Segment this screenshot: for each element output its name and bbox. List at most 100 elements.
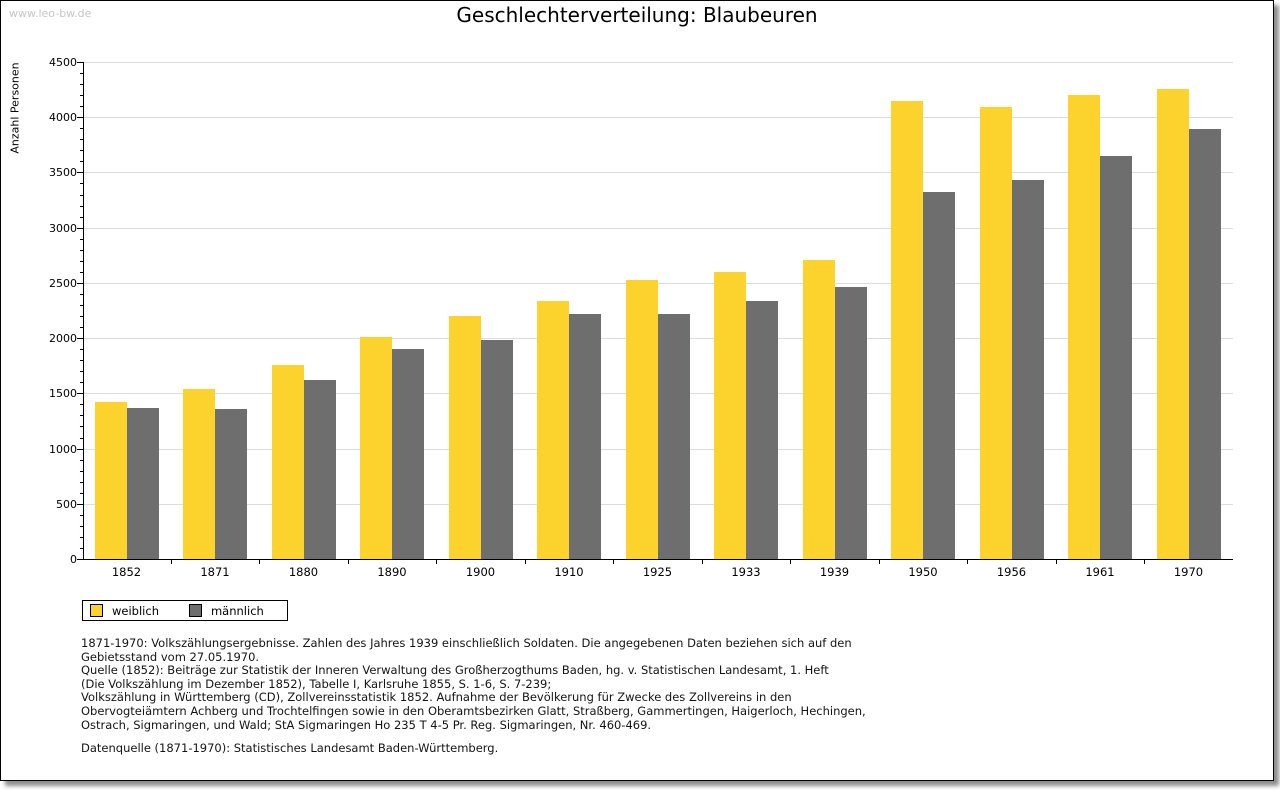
x-tick-label-1925: 1925 [642,565,673,579]
x-tick-label-1880: 1880 [288,565,319,579]
x-tick-label-1933: 1933 [731,565,761,579]
y-minor-tick-900 [80,460,83,461]
x-axis-line [82,559,1233,560]
y-minor-tick-2400 [80,294,83,295]
x-tick-label-1852: 1852 [111,565,142,579]
datasource-line: Datenquelle (1871-1970): Statistisches L… [81,741,499,755]
y-minor-tick-2700 [80,261,83,262]
bar-maennlich-1961 [1100,155,1132,559]
x-tick-1950 [879,559,880,564]
y-tick-label-0: 0 [70,553,77,566]
bar-weiblich-1970 [1156,89,1189,559]
y-minor-tick-2900 [80,239,83,240]
bar-maennlich-1890 [392,349,424,559]
y-tick-label-3000: 3000 [49,222,77,235]
x-tick-label-1950: 1950 [908,565,938,579]
bar-maennlich-1852 [126,408,159,559]
y-axis-line [83,62,84,560]
y-minor-tick-1300 [80,415,83,416]
y-minor-tick-2800 [80,250,83,251]
y-tick-3500 [77,172,83,173]
footnote-line-4: (Die Volkszählung im Dezember 1852), Tab… [81,676,552,691]
y-minor-tick-3400 [80,183,83,184]
y-minor-tick-3800 [80,139,83,140]
legend-label-maennlich: männlich [210,603,264,618]
y-minor-tick-2600 [80,272,83,273]
bar-maennlich-1939 [834,286,867,559]
bar-weiblich-1880 [271,364,304,559]
footnote-line-5: Volkszählung in Württemberg (CD), Zollve… [81,690,792,705]
gridline-4500 [83,62,1233,63]
bar-weiblich-1890 [360,337,392,559]
bar-maennlich-1970 [1188,128,1221,559]
gridline-3500 [83,172,1233,173]
y-axis-title: Anzahl Personen [8,62,22,154]
y-minor-tick-100 [80,548,83,549]
y-tick-label-1000: 1000 [49,443,77,456]
y-minor-tick-1200 [80,426,83,427]
y-minor-tick-3300 [80,195,83,196]
x-tick-1939 [790,559,791,564]
y-tick-label-500: 500 [56,498,77,511]
bar-maennlich-1880 [303,380,336,559]
bar-maennlich-1900 [480,339,513,559]
x-tick-1910 [525,559,526,564]
y-tick-label-4500: 4500 [49,56,77,69]
footnote-line-6: Obervogteiämtern Achberg und Trochtelfin… [81,703,866,718]
bar-weiblich-1910 [537,300,569,559]
y-minor-tick-4400 [80,73,83,74]
y-minor-tick-1700 [80,371,83,372]
y-tick-label-4000: 4000 [49,111,77,124]
y-tick-label-3500: 3500 [49,166,77,179]
bar-weiblich-1939 [802,259,835,559]
y-minor-tick-800 [80,471,83,472]
y-tick-1000 [77,449,83,450]
x-tick-label-1910: 1910 [554,565,584,579]
x-tick-1933 [702,559,703,564]
x-tick-label-1871: 1871 [200,565,230,579]
y-minor-tick-3600 [80,161,83,162]
y-tick-label-2000: 2000 [49,332,77,345]
bar-weiblich-1933 [714,271,746,559]
bar-weiblich-1925 [625,279,658,559]
x-tick-1970 [1144,559,1145,564]
x-tick-1880 [259,559,260,564]
y-tick-label-2500: 2500 [49,277,77,290]
y-minor-tick-300 [80,526,83,527]
y-minor-tick-4200 [80,95,83,96]
y-minor-tick-700 [80,482,83,483]
legend-swatch-maennlich [188,604,202,617]
y-minor-tick-3700 [80,150,83,151]
y-tick-0 [77,559,83,560]
y-tick-label-1500: 1500 [49,387,77,400]
footnote-line-7: Ostrach, Sigmaringen, und Wald; StA Sigm… [81,717,652,732]
x-tick-label-1970: 1970 [1173,565,1204,579]
chart-title: Geschlechterverteilung: Blaubeuren [456,3,818,27]
y-minor-tick-400 [80,515,83,516]
y-minor-tick-2200 [80,316,83,317]
x-tick-1956 [967,559,968,564]
legend-label-weiblich: weiblich [112,603,159,618]
x-tick-label-1956: 1956 [996,565,1027,579]
y-tick-2500 [77,283,83,284]
x-tick-1900 [436,559,437,564]
y-minor-tick-4300 [80,84,83,85]
footnote-line-3: Quelle (1852): Beiträge zur Statistik de… [81,663,829,678]
y-minor-tick-1600 [80,382,83,383]
bar-maennlich-1925 [657,313,690,559]
y-minor-tick-2100 [80,327,83,328]
y-tick-3000 [77,228,83,229]
bar-weiblich-1852 [94,402,127,559]
y-minor-tick-4100 [80,106,83,107]
x-tick-label-1890: 1890 [377,565,407,579]
footnote-line-1: 1871-1970: Volkszählungsergebnisse. Zahl… [81,636,852,650]
y-minor-tick-3900 [80,128,83,129]
y-tick-500 [77,504,83,505]
x-tick-1890 [348,559,349,564]
x-tick-1925 [613,559,614,564]
gridline-4000 [83,117,1233,118]
x-tick-label-1939: 1939 [819,565,850,579]
gridline-3000 [83,228,1233,229]
footnotes-block: 1871-1970: Volkszählungsergebnisse. Zahl… [81,636,866,732]
